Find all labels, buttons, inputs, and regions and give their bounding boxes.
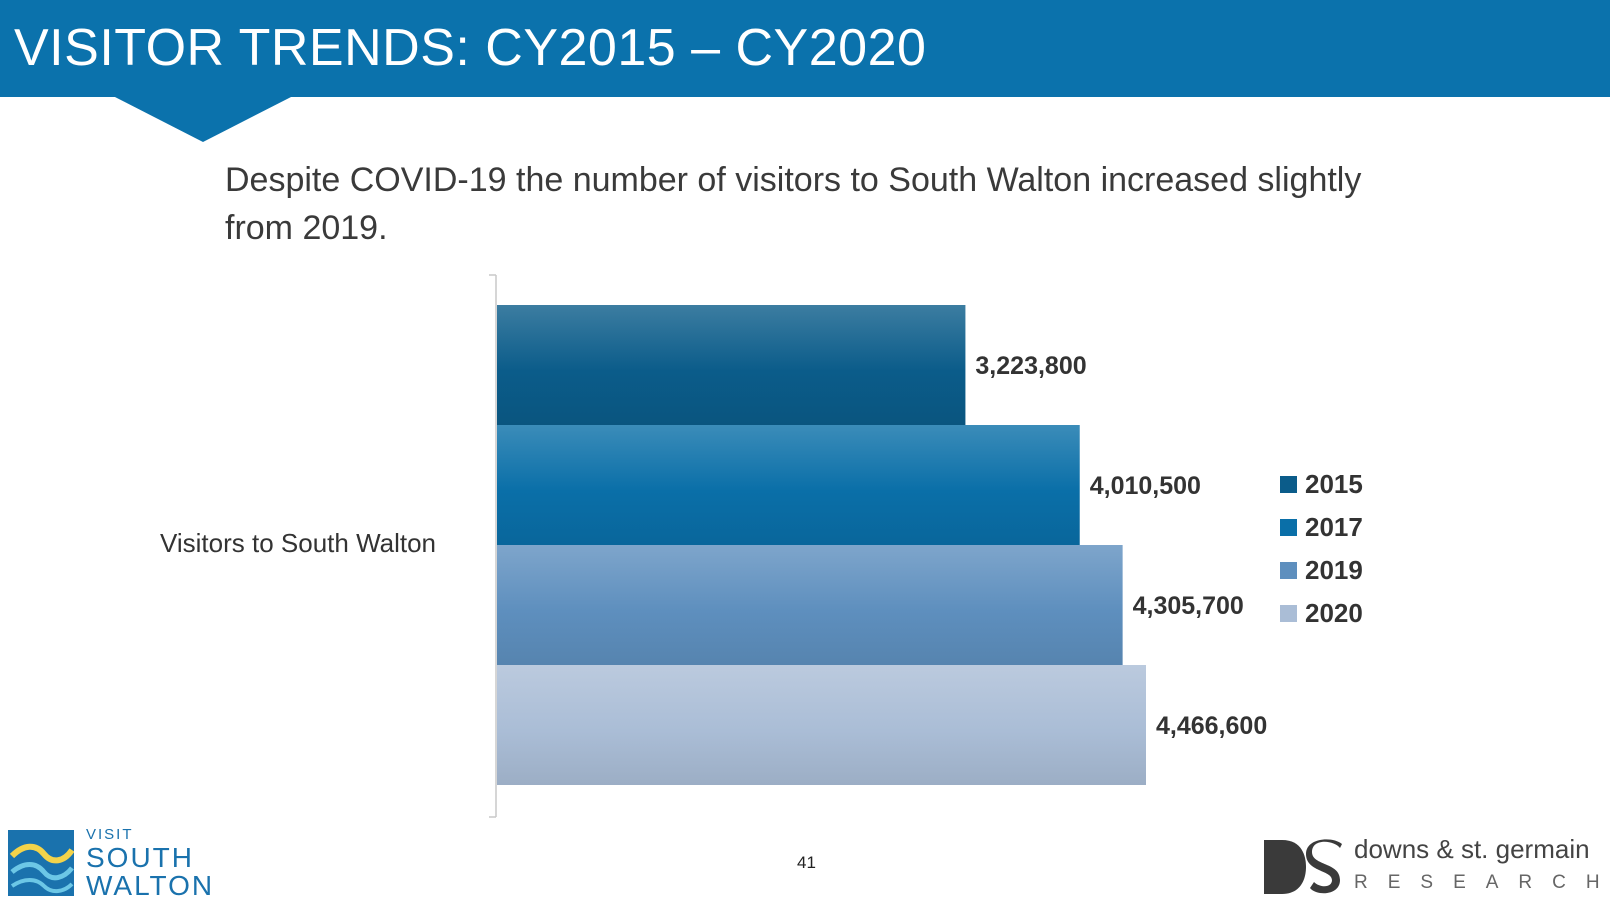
visit-south-walton-logo: VISIT SOUTH WALTON (8, 826, 218, 901)
category-label: Visitors to South Walton (160, 528, 437, 558)
legend-label: 2019 (1305, 555, 1363, 585)
ds-monogram-icon (1264, 839, 1342, 894)
slide-subtitle: Despite COVID-19 the number of visitors … (225, 161, 1362, 247)
data-label-2015: 3,223,800 (975, 352, 1086, 380)
wave-icon (8, 830, 74, 896)
legend-item-2017: 2017 (1280, 506, 1363, 549)
chart-legend: 2015 2017 2019 2020 (1280, 463, 1363, 635)
bars-group: 3,223,800 4,010,500 4,305,700 4,466,600 (497, 305, 1267, 785)
logo-walton-text: WALTON (86, 870, 215, 901)
legend-swatch (1280, 605, 1297, 622)
legend-item-2019: 2019 (1280, 549, 1363, 592)
legend-label: 2015 (1305, 469, 1363, 499)
bar-2020 (497, 665, 1146, 785)
bar-2015 (497, 305, 966, 425)
header-banner (0, 0, 1610, 97)
legend-swatch (1280, 476, 1297, 493)
legend-swatch (1280, 562, 1297, 579)
bar-2017 (497, 425, 1080, 545)
logo-south-text: SOUTH (86, 842, 194, 873)
logo-company-name: downs & st. germain (1354, 834, 1590, 864)
legend-label: 2017 (1305, 512, 1363, 542)
legend-item-2020: 2020 (1280, 592, 1363, 635)
legend-swatch (1280, 519, 1297, 536)
data-label-2019: 4,305,700 (1133, 592, 1244, 620)
data-label-2017: 4,010,500 (1090, 472, 1201, 500)
logo-research-text: RESEARCH (1354, 872, 1610, 893)
logo-visit-text: VISIT (86, 826, 134, 843)
page-title: VISITOR TRENDS: CY2015 – CY2020 (14, 19, 927, 77)
legend-label: 2020 (1305, 598, 1363, 628)
header-notch (113, 96, 293, 142)
downs-st-germain-logo: downs & st. germain RESEARCH (1262, 834, 1602, 898)
data-label-2020: 4,466,600 (1156, 712, 1267, 740)
legend-item-2015: 2015 (1280, 463, 1363, 506)
bar-2019 (497, 545, 1123, 665)
page-number: 41 (797, 853, 816, 872)
